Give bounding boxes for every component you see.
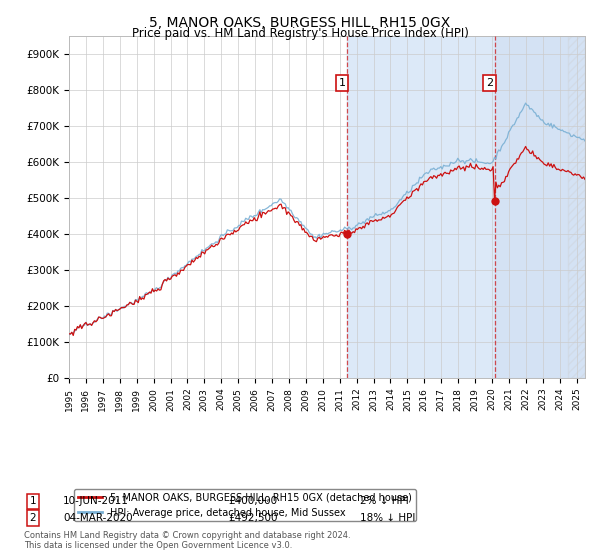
Text: 1: 1	[29, 496, 37, 506]
Text: Price paid vs. HM Land Registry's House Price Index (HPI): Price paid vs. HM Land Registry's House …	[131, 27, 469, 40]
Text: £400,000: £400,000	[228, 496, 277, 506]
Text: 10-JUN-2011: 10-JUN-2011	[63, 496, 129, 506]
Text: 18% ↓ HPI: 18% ↓ HPI	[360, 513, 415, 523]
Text: 2% ↓ HPI: 2% ↓ HPI	[360, 496, 409, 506]
Text: Contains HM Land Registry data © Crown copyright and database right 2024.
This d: Contains HM Land Registry data © Crown c…	[24, 530, 350, 550]
Text: 2: 2	[29, 513, 37, 523]
Legend: 5, MANOR OAKS, BURGESS HILL, RH15 0GX (detached house), HPI: Average price, deta: 5, MANOR OAKS, BURGESS HILL, RH15 0GX (d…	[74, 489, 416, 521]
Bar	[347, 36, 585, 378]
Bar	[568, 36, 585, 378]
Text: 04-MAR-2020: 04-MAR-2020	[63, 513, 133, 523]
Bar	[495, 36, 585, 378]
Text: £492,500: £492,500	[228, 513, 277, 523]
Text: 2: 2	[486, 78, 493, 88]
Text: 5, MANOR OAKS, BURGESS HILL, RH15 0GX: 5, MANOR OAKS, BURGESS HILL, RH15 0GX	[149, 16, 451, 30]
Text: 1: 1	[338, 78, 346, 88]
